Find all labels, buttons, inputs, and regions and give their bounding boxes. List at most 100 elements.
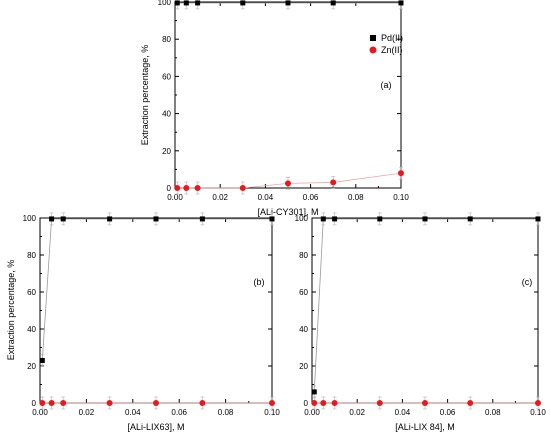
plot-frame — [174, 1, 402, 189]
x-tick-label: 0.08 — [348, 193, 364, 202]
data-point-square — [49, 216, 55, 222]
series-line-0 — [313, 218, 538, 392]
y-tick-label: 80 — [27, 251, 36, 260]
data-point-square — [398, 0, 404, 6]
data-point-square — [183, 0, 189, 6]
y-tick-label: 40 — [27, 325, 36, 334]
data-point-circle — [39, 400, 46, 406]
data-point-circle — [285, 180, 291, 187]
x-tick-label: 0.02 — [349, 408, 365, 417]
y-axis-label: Extraction percentage, % — [140, 45, 150, 146]
x-tick-label: 0.08 — [218, 408, 234, 417]
panel-label: (c) — [522, 277, 533, 287]
data-point-square — [320, 216, 326, 222]
data-point-square — [285, 0, 291, 6]
y-tick-label: 80 — [299, 251, 308, 260]
y-tick-label: 60 — [27, 288, 36, 297]
series-line-0 — [41, 218, 272, 361]
x-tick-label: 0.04 — [395, 408, 411, 417]
legend: Pd(II) Zn(II) — [369, 33, 403, 55]
x-tick-label: 0.00 — [167, 193, 183, 202]
data-point-square — [330, 0, 336, 6]
data-point-square — [377, 216, 383, 222]
data-point-square — [332, 216, 338, 222]
x-tick-label: 0.04 — [125, 408, 141, 417]
y-tick-label: 60 — [162, 72, 171, 81]
data-point-circle — [320, 400, 327, 406]
data-point-circle — [535, 400, 541, 406]
data-point-circle — [422, 400, 428, 406]
x-axis-label: [ALi-LIX 84], M — [395, 422, 455, 432]
chart-panel-2: 0.00 0.02 0.04 0.06 0.08 0.10 0 20 40 60 80 100 [ALi… — [295, 212, 546, 432]
y-tick-label: 20 — [27, 362, 36, 371]
data-point-circle — [106, 400, 113, 406]
legend-marker-circle — [369, 46, 377, 54]
chart-panel-1: 0.00 0.02 0.04 0.06 0.08 0.10 0 20 40 60 80 100 [ALi… — [6, 212, 280, 432]
plot-frame — [39, 217, 273, 404]
y-tick-label: 80 — [162, 35, 171, 44]
x-axis-label: [ALi-LIX63], M — [127, 422, 184, 432]
data-point-circle — [183, 185, 190, 191]
data-point-square — [199, 216, 205, 222]
data-point-circle — [467, 400, 474, 406]
data-point-square — [422, 216, 428, 222]
data-point-square — [39, 357, 45, 363]
x-tick-label: 0.06 — [171, 408, 187, 417]
plot-frame — [311, 217, 539, 404]
data-point-square — [60, 216, 66, 222]
data-point-square — [311, 389, 317, 395]
x-tick-label: 0.10 — [393, 193, 409, 202]
y-tick-label: 20 — [299, 362, 308, 371]
data-point-circle — [311, 400, 318, 406]
x-tick-label: 0.00 — [32, 408, 48, 417]
data-point-square — [153, 216, 159, 222]
x-tick-label: 0.06 — [303, 193, 319, 202]
x-tick-label: 0.10 — [530, 408, 546, 417]
panel-label: (a) — [381, 80, 392, 90]
data-point-circle — [376, 400, 383, 406]
data-point-square — [535, 216, 541, 222]
x-tick-label: 0.02 — [212, 193, 228, 202]
legend-label: Pd(II) — [381, 33, 403, 43]
data-point-circle — [330, 179, 337, 186]
y-tick-label: 100 — [158, 0, 172, 7]
x-axis-label: [ALi-CY301], M — [257, 207, 318, 217]
y-tick-label: 20 — [162, 147, 171, 156]
data-point-circle — [331, 400, 338, 406]
y-tick-label: 0 — [167, 184, 172, 193]
panel-label: (b) — [254, 277, 265, 287]
data-point-circle — [48, 400, 55, 406]
data-point-square — [107, 216, 113, 222]
data-point-circle — [60, 400, 67, 406]
y-tick-label: 100 — [23, 214, 37, 223]
data-point-square — [195, 0, 201, 6]
y-axis-label: Extraction percentage, % — [6, 260, 16, 361]
legend-marker-square — [370, 35, 376, 41]
data-point-circle — [174, 185, 181, 191]
data-point-circle — [194, 185, 201, 191]
x-tick-label: 0.10 — [264, 408, 280, 417]
data-point-square — [174, 0, 180, 6]
y-tick-label: 60 — [299, 288, 308, 297]
data-point-square — [467, 216, 473, 222]
legend-label: Zn(II) — [381, 45, 403, 55]
data-point-circle — [199, 400, 206, 406]
data-point-circle — [239, 185, 246, 191]
data-point-circle — [153, 400, 159, 406]
x-tick-label: 0.08 — [485, 408, 501, 417]
y-tick-label: 0 — [32, 399, 37, 408]
x-tick-label: 0.06 — [440, 408, 456, 417]
data-point-square — [240, 0, 246, 6]
y-tick-label: 0 — [304, 399, 309, 408]
data-point-circle — [269, 400, 275, 406]
chart-panel-0: 0.00 0.02 0.04 0.06 0.08 0.10 0 20 40 60 80 100 [ALi… — [140, 0, 409, 217]
x-tick-label: 0.00 — [304, 408, 320, 417]
y-tick-label: 40 — [162, 110, 171, 119]
x-tick-label: 0.02 — [79, 408, 95, 417]
x-tick-label: 0.04 — [258, 193, 274, 202]
y-tick-label: 40 — [299, 325, 308, 334]
data-point-circle — [398, 170, 404, 177]
y-tick-label: 100 — [295, 214, 309, 223]
data-point-square — [269, 216, 275, 222]
